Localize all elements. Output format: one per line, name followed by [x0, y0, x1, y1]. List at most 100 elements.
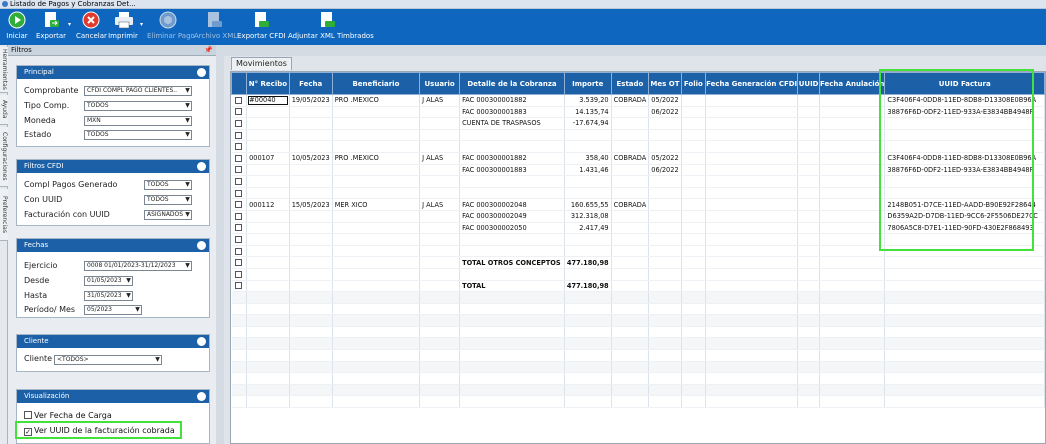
table-row[interactable]: FAC 000300002050 2.417,49 7806A5C8-D7E1-11… [231, 222, 1045, 235]
row-checkbox[interactable] [235, 282, 243, 290]
table-cell[interactable] [231, 198, 248, 211]
table-row[interactable]: TOTAL OTROS CONCEPTOS 477.180,98 [231, 256, 1045, 269]
cliente-header[interactable]: Cliente [17, 335, 209, 348]
table-cell[interactable] [231, 164, 248, 177]
row-checkbox[interactable] [235, 235, 243, 243]
table-row[interactable] [231, 129, 1045, 142]
tipo-comp-select[interactable]: TODOS ▼ [84, 101, 192, 111]
table-cell[interactable] [231, 384, 248, 397]
column-header[interactable]: Mes OT [648, 72, 682, 95]
side-tab-herramientas[interactable]: Herramientas [0, 47, 8, 93]
row-checkbox[interactable] [235, 96, 243, 104]
row-checkbox[interactable] [235, 189, 243, 197]
facturacion-uuid-select[interactable]: ASIGNADOS ▼ [144, 210, 192, 220]
estado-select[interactable]: TODOS ▼ [84, 130, 192, 140]
exportar-dropdown-icon[interactable]: ▾ [68, 21, 72, 28]
row-checkbox[interactable] [235, 270, 243, 278]
collapse-icon[interactable] [197, 162, 206, 171]
table-row[interactable]: 000112 15/05/2023 MER XICO J ALAS FAC 000300… [231, 198, 1045, 211]
table-cell[interactable] [231, 129, 248, 142]
column-header[interactable]: Fecha [288, 72, 333, 95]
table-row[interactable]: FAC 000300001883 14.135,74 06/2022 38876F6D… [231, 106, 1045, 119]
table-cell[interactable] [231, 280, 248, 293]
table-row[interactable] [231, 395, 1045, 409]
moneda-select[interactable]: MXN ▼ [84, 116, 192, 126]
table-cell[interactable] [231, 152, 248, 165]
table-cell[interactable] [231, 117, 248, 130]
collapse-icon[interactable] [197, 337, 206, 346]
table-row[interactable] [231, 372, 1045, 385]
table-cell[interactable] [231, 256, 248, 269]
iniciar-button[interactable]: Iniciar [4, 11, 30, 40]
periodo-select[interactable]: 05/2023 ▼ [84, 305, 142, 315]
table-cell[interactable] [231, 245, 248, 258]
row-checkbox[interactable] [235, 154, 243, 162]
table-row[interactable]: FAC 000300002049 312.318,08 D6359A2D-D7DB-… [231, 210, 1045, 223]
cancelar-button[interactable]: Cancelar [76, 11, 107, 40]
table-row[interactable] [231, 303, 1045, 316]
exportar-cfdi-button[interactable]: Exportar CFDI [237, 11, 286, 40]
table-cell[interactable] [231, 326, 248, 339]
fechas-header[interactable]: Fechas [17, 239, 209, 252]
table-cell[interactable] [231, 233, 248, 246]
table-cell[interactable] [231, 372, 248, 385]
table-row[interactable]: #00040 19/05/2023 PRO .MEXICO J ALAS FAC 000… [231, 94, 1045, 107]
table-row[interactable] [231, 361, 1045, 374]
row-checkbox[interactable] [235, 259, 243, 267]
table-row[interactable]: FAC 000300001883 1.431,46 06/2022 38876F6D-… [231, 164, 1045, 177]
table-cell[interactable] [231, 222, 248, 235]
table-cell[interactable] [231, 106, 248, 119]
principal-header[interactable]: Principal [17, 66, 209, 79]
row-checkbox[interactable] [235, 166, 243, 174]
table-row[interactable] [231, 233, 1045, 246]
table-row[interactable] [231, 314, 1045, 327]
exportar-button[interactable]: Exportar [35, 11, 67, 40]
table-row[interactable] [231, 291, 1045, 304]
table-cell[interactable] [231, 140, 248, 153]
collapse-icon[interactable] [197, 68, 206, 77]
column-header[interactable]: Folio [680, 72, 707, 95]
comprobante-select[interactable]: CFDI COMPL PAGO CLIENTES.. ▼ [84, 86, 192, 96]
filtros-cfdi-header[interactable]: Filtros CFDI [17, 160, 209, 173]
table-cell[interactable] [231, 291, 248, 304]
column-header[interactable]: Importe [563, 72, 612, 95]
ver-fecha-carga-checkbox[interactable]: Ver Fecha de Carga [24, 411, 112, 420]
collapse-icon[interactable] [197, 392, 206, 401]
compl-pagos-select[interactable]: TODOS ▼ [144, 180, 192, 190]
column-header[interactable]: UUID [797, 72, 821, 95]
row-checkbox[interactable] [235, 247, 243, 255]
table-row[interactable]: CUENTA DE TRASPASOS -17.674,94 [231, 117, 1045, 130]
column-header[interactable]: Fecha Generación CFDI [705, 72, 799, 95]
pin-icon[interactable]: 📌 [204, 46, 213, 54]
row-checkbox[interactable] [235, 131, 243, 139]
side-tab-configuraciones[interactable]: Configuraciones [0, 127, 8, 187]
table-cell[interactable] [231, 337, 248, 351]
row-checkbox[interactable] [235, 177, 243, 185]
row-checkbox[interactable] [235, 224, 243, 232]
table-cell[interactable] [231, 349, 248, 362]
row-checkbox[interactable] [235, 212, 243, 220]
table-cell[interactable] [231, 395, 248, 409]
table-row[interactable] [231, 187, 1045, 200]
table-cell[interactable] [231, 268, 248, 281]
archivo-xml-button[interactable]: Archivo XML [194, 11, 237, 40]
table-cell[interactable] [231, 187, 248, 200]
column-header[interactable]: N° Recibo [246, 72, 290, 95]
row-checkbox[interactable] [235, 201, 243, 209]
row-checkbox[interactable] [235, 143, 243, 151]
table-cell[interactable] [231, 303, 248, 316]
table-row[interactable] [231, 140, 1045, 153]
eliminar-pago-button[interactable]: Eliminar Pago [147, 11, 195, 40]
column-header[interactable]: Usuario [419, 72, 461, 95]
column-header[interactable] [231, 72, 248, 95]
side-tab-ayuda[interactable]: Ayuda [0, 95, 8, 125]
imprimir-button[interactable]: Imprimir [108, 11, 138, 40]
column-header[interactable]: Estado [610, 72, 650, 95]
tab-movimientos[interactable]: Movimientos [231, 57, 292, 70]
visualizacion-header[interactable]: Visualización [17, 390, 209, 403]
table-row[interactable] [231, 245, 1045, 258]
ver-uuid-checkbox[interactable]: ✓ Ver UUID de la facturación cobrada [24, 426, 175, 436]
table-cell[interactable] [231, 175, 248, 188]
side-tab-preferencias[interactable]: Preferencias [0, 189, 8, 241]
table-row[interactable] [231, 337, 1045, 351]
